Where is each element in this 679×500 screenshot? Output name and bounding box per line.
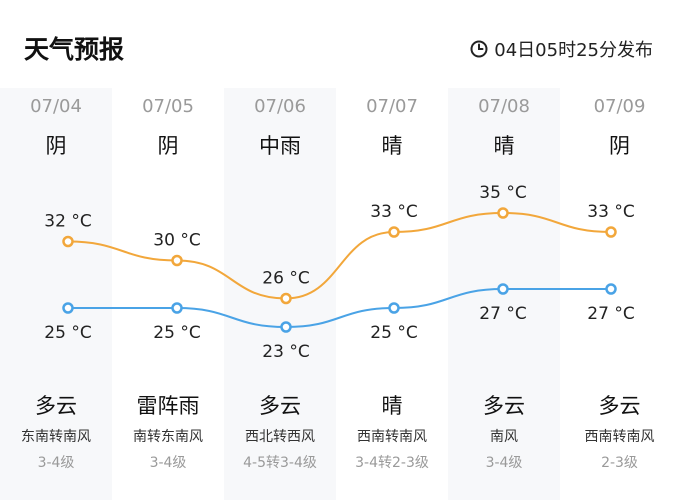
day-date: 07/06 [254,96,306,117]
wind-level: 3-4转2-3级 [355,455,429,471]
low-temp-point [171,302,183,314]
high-temp-label: 26 °C [262,269,309,289]
high-temp-point [388,226,400,238]
high-temp-label: 35 °C [479,183,526,203]
low-temp-label: 25 °C [370,323,417,343]
clock-icon [470,40,488,58]
high-temp-point [605,226,617,238]
low-temp-label: 27 °C [587,304,634,324]
night-weather: 多云 [259,394,301,418]
publish-time-text: 04日05时25分发布 [494,40,653,61]
low-temp-label: 25 °C [44,323,91,343]
wind-level: 3-4级 [149,455,187,471]
day-date: 07/05 [142,96,194,117]
high-temp-label: 33 °C [587,202,634,222]
page-title: 天气预报 [24,35,125,64]
day-column[interactable]: 07/05 阴 雷阵雨 南转东南风 3-4级 [112,88,224,500]
wind-direction: 东南转南风 [21,429,91,445]
day-weather: 晴 [493,134,515,158]
wind-level: 2-3级 [601,455,638,471]
low-temp-point [62,302,74,314]
wind-level: 3-4级 [485,455,523,471]
day-weather: 晴 [381,134,403,158]
day-weather: 中雨 [259,134,301,158]
high-temp-point [62,235,74,248]
high-temp-point [497,207,509,219]
wind-level: 3-4级 [37,455,75,471]
low-temp-point [280,321,292,333]
low-temp-line [67,287,611,329]
day-date: 07/07 [366,96,418,117]
low-temp-label: 27 °C [479,304,526,324]
high-temp-label: 33 °C [370,202,417,222]
wind-level: 4-5转3-4级 [243,455,317,471]
night-weather: 晴 [381,394,403,418]
low-temp-label: 25 °C [153,323,200,343]
night-weather: 多云 [483,394,525,418]
wind-direction: 南转东南风 [133,429,203,445]
low-temp-point [497,283,509,295]
day-date: 07/09 [593,96,646,117]
high-temp-point [171,254,183,267]
low-temp-point [388,302,400,314]
wind-direction: 西北转西风 [245,429,315,445]
wind-direction: 西南转南风 [357,429,427,445]
day-column[interactable]: 07/06 中雨 多云 西北转西风 4-5转3-4级 [224,88,336,500]
wind-direction: 南风 [490,429,518,445]
night-weather: 多云 [35,394,77,418]
header: 天气预报 04日05时25分发布 [0,0,679,90]
night-weather: 多云 [598,394,641,418]
night-weather: 雷阵雨 [136,394,200,418]
wind-direction: 西南转南风 [584,429,655,445]
day-column[interactable]: 07/08 晴 多云 南风 3-4级 [448,88,560,500]
publish-time: 04日05时25分发布 [470,36,653,62]
day-date: 07/04 [30,96,82,117]
day-weather: 阴 [609,134,630,158]
high-temp-line [67,211,612,300]
high-temp-label: 32 °C [44,212,91,232]
high-temp-point [280,292,292,305]
high-temp-label: 30 °C [153,231,200,251]
low-temp-label: 23 °C [262,342,309,362]
day-date: 07/08 [478,96,530,117]
low-temp-point [605,283,617,295]
day-weather: 阴 [157,134,179,158]
day-column[interactable]: 07/04 阴 多云 东南转南风 3-4级 [0,88,112,500]
day-weather: 阴 [45,134,67,158]
day-column[interactable]: 07/09 阴 多云 西南转南风 2-3级 [560,88,679,500]
day-column[interactable]: 07/07 晴 晴 西南转南风 3-4转2-3级 [336,88,448,500]
